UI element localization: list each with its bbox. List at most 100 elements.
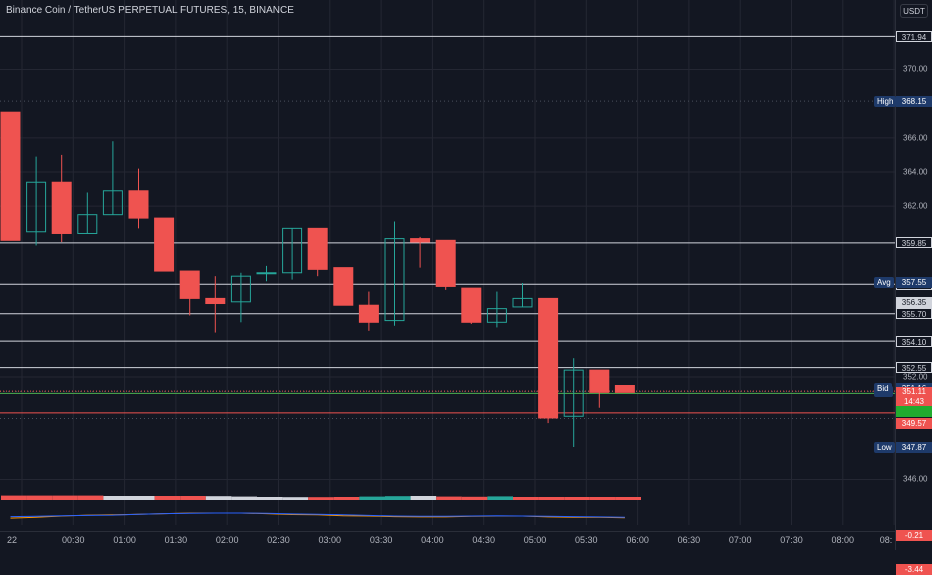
candle-body [77, 214, 98, 234]
time-tick-label: 04:00 [421, 535, 444, 545]
avg-label: Avg [874, 276, 894, 288]
price-axis[interactable] [895, 0, 932, 550]
horizontal-levels[interactable] [0, 35, 895, 414]
candle-body [128, 190, 149, 219]
volume-bar [77, 495, 104, 500]
time-tick-label: 05:30 [575, 535, 598, 545]
volume-bar [333, 497, 360, 500]
time-tick-label: 00:30 [62, 535, 85, 545]
candle-body [230, 275, 251, 303]
volume-bar [589, 497, 616, 500]
candle-body [410, 238, 431, 243]
level-price-tag: 354.10 [896, 335, 932, 347]
candle-body [307, 227, 328, 270]
price-tick-label: 366.00 [903, 133, 928, 143]
volume-bar [154, 496, 181, 500]
time-tick-label: 08:00 [831, 535, 855, 545]
volume-bar [615, 497, 641, 500]
candle-body [26, 181, 47, 233]
volume-bar [231, 496, 257, 500]
volume-bar [410, 496, 437, 500]
time-tick-label: 22 [6, 535, 18, 545]
bar-countdown: 14:43 [903, 397, 925, 407]
price-tick-label: 370.00 [903, 64, 928, 74]
candle-body [0, 111, 21, 241]
level-price-tag: 352.55 [896, 362, 932, 374]
last-price-tag: 351.11 14:43 [896, 387, 932, 408]
volume-bar [52, 495, 78, 500]
volume-bar [180, 496, 206, 500]
time-tick-label: 07:00 [728, 535, 752, 545]
oscillator-value-tag: -3.44 [896, 563, 932, 575]
volume-bar [564, 497, 590, 500]
volume-bar [26, 495, 53, 500]
candlestick-series [0, 111, 635, 448]
oscillator-lines [10, 512, 625, 519]
chart-title: Binance Coin / TetherUS PERPETUAL FUTURE… [6, 5, 294, 16]
price-tick-label: 346.00 [903, 474, 928, 484]
volume-bar [487, 496, 513, 500]
candle-body [589, 369, 610, 393]
avg-price-tag: 357.55 [896, 276, 932, 288]
low-label: Low [874, 442, 895, 454]
time-tick-label: 08: [879, 535, 893, 545]
volume-bar [359, 496, 385, 500]
volume-bar [257, 497, 283, 500]
last-price-value: 351.11 [902, 387, 926, 397]
candle-body [51, 181, 72, 234]
time-tick-label: 06:00 [626, 535, 649, 545]
time-axis[interactable]: 22 00:30 01:00 01:30 02:00 02:30 03:00 03:30 04:… [0, 531, 895, 550]
candle-body [384, 238, 405, 322]
level-349-tag: 349.57 [896, 418, 932, 430]
volume-bar [308, 497, 334, 500]
time-tick-label: 03:30 [369, 535, 393, 545]
candle-body [614, 385, 635, 393]
volume-bar [436, 496, 462, 500]
candle-body [256, 272, 277, 275]
bid-label: Bid [874, 383, 892, 395]
volume-bar [129, 496, 155, 500]
time-tick-label: 06:30 [677, 535, 701, 545]
oscillator-line-b [10, 512, 625, 518]
candle-body [282, 227, 303, 274]
candle-body [486, 308, 507, 323]
time-tick-label: 03:00 [318, 535, 342, 545]
volume-bar [461, 496, 488, 500]
volume-bar [1, 495, 27, 500]
volume-bar [282, 497, 309, 500]
green-price-tag: 350.75 [896, 406, 932, 418]
level-price-tag: 371.94 [896, 30, 932, 42]
histogram-value-tag: -0.21 [896, 530, 932, 542]
level-356-tag: 356.35 [896, 297, 932, 309]
high-label: High [874, 95, 897, 107]
candle-body [461, 287, 482, 323]
level-price-tag: 355.70 [896, 308, 932, 320]
time-tick-label: 01:00 [113, 535, 136, 545]
volume-bar [538, 497, 565, 500]
candle-body [179, 270, 200, 299]
volume-histogram [1, 495, 641, 500]
price-chart[interactable] [0, 0, 895, 525]
time-tick-label: 02:00 [215, 535, 239, 545]
candle-body [205, 297, 226, 305]
grid-lines [0, 0, 895, 525]
candle-body [102, 190, 123, 216]
high-price-tag: 368.15 [896, 95, 932, 107]
candle-body [358, 304, 379, 323]
candle-body [563, 369, 584, 417]
volume-bar [513, 497, 539, 500]
time-tick-label: 04:30 [472, 535, 495, 545]
volume-bar [205, 496, 232, 500]
level-price-tag: 359.85 [896, 237, 932, 249]
volume-bar [103, 496, 129, 500]
price-tick-label: 362.00 [903, 201, 928, 211]
candle-body [538, 297, 559, 419]
time-tick-label: 02:30 [267, 535, 290, 545]
low-price-tag: 347.87 [896, 442, 932, 454]
time-tick-label: 07:30 [780, 535, 803, 545]
candle-body [333, 267, 354, 306]
time-tick-label: 01:30 [164, 535, 188, 545]
price-tick-label: 352.00 [903, 372, 928, 382]
currency-button[interactable]: USDT [900, 4, 928, 18]
price-tick-label: 364.00 [903, 167, 928, 177]
